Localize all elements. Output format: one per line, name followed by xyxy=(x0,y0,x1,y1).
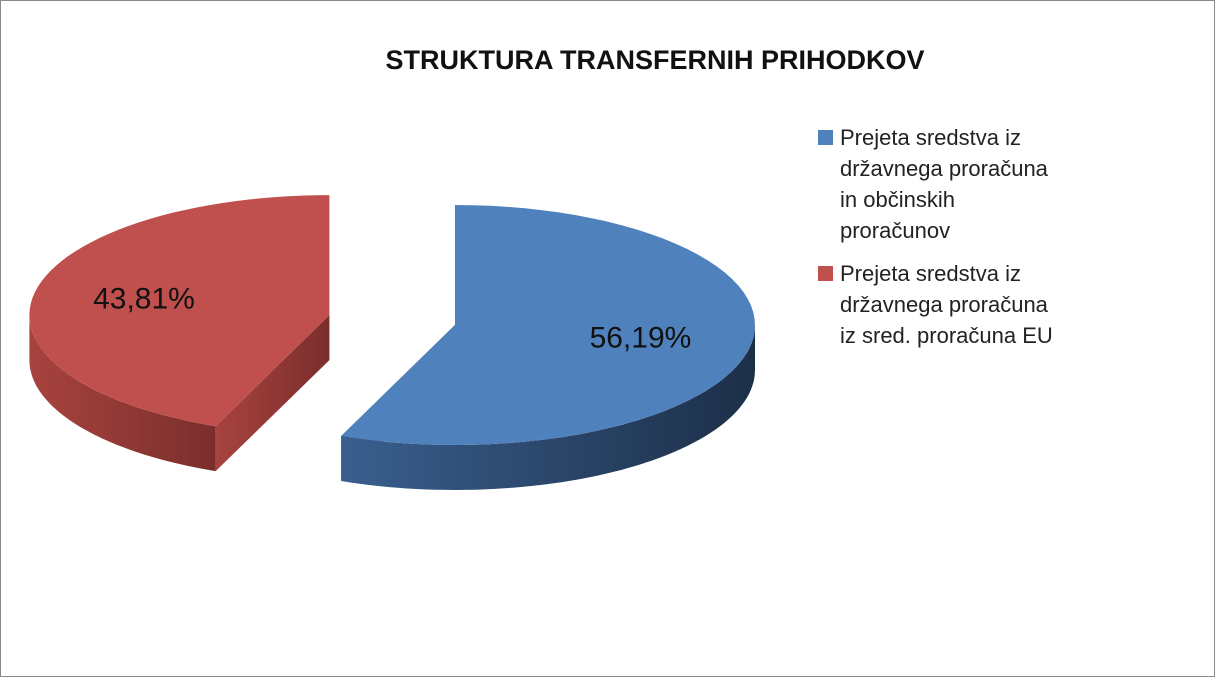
legend-item: Prejeta sredstva iz državnega proračuna … xyxy=(818,122,1065,246)
pie-slice xyxy=(341,205,755,445)
legend: Prejeta sredstva iz državnega proračuna … xyxy=(818,122,1138,363)
chart-title: STRUKTURA TRANSFERNIH PRIHODKOV xyxy=(386,45,925,75)
legend-swatch xyxy=(818,130,833,145)
legend-swatch xyxy=(818,266,833,281)
pie-slice xyxy=(29,195,330,427)
legend-label: Prejeta sredstva iz državnega proračuna … xyxy=(840,261,1053,348)
slice-cut-face xyxy=(215,315,330,472)
slice-side xyxy=(29,315,216,472)
slice-side xyxy=(341,325,755,490)
legend-label: Prejeta sredstva iz državnega proračuna … xyxy=(840,125,1048,243)
data-label: 43,81% xyxy=(93,282,195,315)
legend-item: Prejeta sredstva iz državnega proračuna … xyxy=(818,258,1065,351)
data-label: 56,19% xyxy=(590,322,692,355)
